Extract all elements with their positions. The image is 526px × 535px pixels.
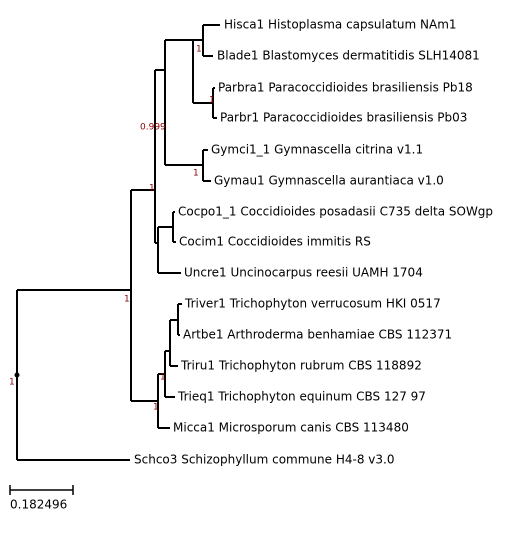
leaf-label: Cocpo1_1 Coccidioides posadasii C735 del…	[178, 205, 493, 219]
leaf-label: Uncre1 Uncinocarpus reesii UAMH 1704	[184, 266, 423, 280]
scale-bar: 0.182496	[9, 485, 74, 512]
support-label: 1	[160, 373, 166, 383]
support-label: 1	[149, 184, 155, 194]
leaf-label: Blade1 Blastomyces dermatitidis SLH14081	[217, 49, 480, 63]
leaf-label: Hisca1 Histoplasma capsulatum NAm1	[224, 18, 457, 32]
support-label: 1	[153, 403, 159, 413]
support-label: 1	[124, 295, 130, 305]
leaf-label: Triru1 Trichophyton rubrum CBS 118892	[180, 359, 422, 373]
leaf-label: Micca1 Microsporum canis CBS 113480	[173, 421, 409, 435]
support-labels: 1 1 0.999 1 1 1 1 1 1	[9, 45, 215, 413]
leaf-label: Parbr1 Paracoccidioides brasiliensis Pb0…	[220, 111, 467, 125]
leaf-label: Cocim1 Coccidioides immitis RS	[179, 235, 371, 249]
leaf-labels: Hisca1 Histoplasma capsulatum NAm1 Blade…	[134, 18, 493, 467]
support-label: 0.999	[140, 123, 166, 133]
scale-bar-label: 0.182496	[10, 498, 67, 512]
root-marker	[14, 372, 20, 378]
support-label: 1	[9, 378, 15, 388]
leaf-label: Artbe1 Arthroderma benhamiae CBS 112371	[183, 328, 452, 342]
leaf-label: Trieq1 Trichophyton equinum CBS 127 97	[177, 390, 426, 404]
leaf-label: Parbra1 Paracoccidioides brasiliensis Pb…	[218, 81, 473, 95]
support-label: 1	[209, 96, 215, 106]
leaf-label: Gymau1 Gymnascella aurantiaca v1.0	[214, 174, 444, 188]
leaf-label: Gymci1_1 Gymnascella citrina v1.1	[211, 143, 423, 157]
leaf-label: Schco3 Schizophyllum commune H4-8 v3.0	[134, 453, 394, 467]
support-label: 1	[193, 169, 199, 179]
leaf-label: Triver1 Trichophyton verrucosum HKI 0517	[184, 297, 441, 311]
tree-branches	[16, 24, 220, 461]
support-label: 1	[196, 45, 202, 55]
